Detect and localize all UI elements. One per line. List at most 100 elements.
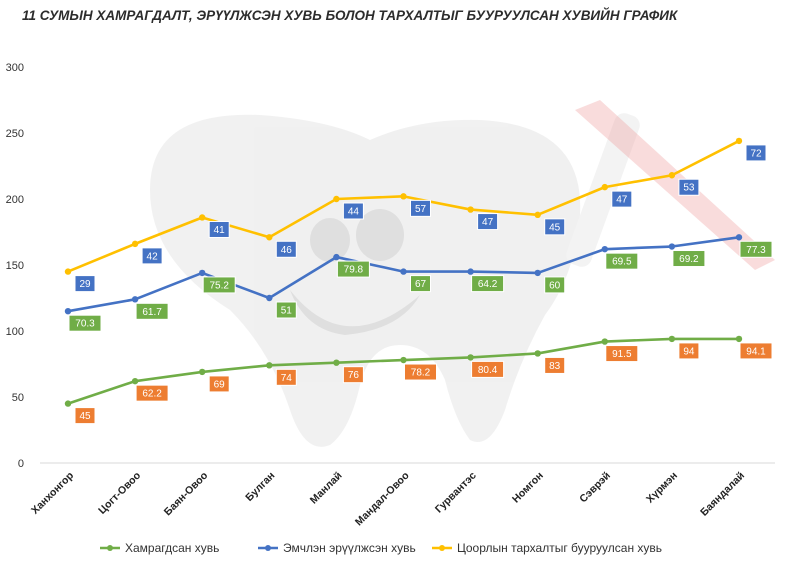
data-label-box: 94.1	[739, 342, 773, 360]
legend-item: Хамрагдсан хувь	[100, 541, 219, 555]
data-point	[668, 335, 676, 343]
data-point	[467, 354, 474, 361]
data-point	[64, 308, 72, 315]
data-point	[333, 359, 340, 366]
data-label-box: 42	[141, 247, 163, 265]
data-label-bg	[135, 302, 169, 320]
data-label-bg	[471, 360, 505, 378]
data-point	[199, 269, 206, 277]
data-point	[735, 137, 743, 145]
data-label-box: 45	[74, 407, 96, 425]
data-label-box: 83	[544, 356, 566, 374]
data-label-bg	[678, 342, 700, 360]
data-label-box: 47	[611, 190, 633, 208]
data-label-bg	[605, 345, 639, 363]
legend-label: Цоорлын тархалтыг бууруулсан хувь	[457, 541, 662, 555]
data-label-bg	[275, 368, 297, 386]
data-point	[199, 214, 206, 221]
data-point	[467, 268, 474, 275]
data-label: 44	[348, 207, 360, 218]
data-label-bg	[342, 202, 364, 220]
data-label: 70.3	[75, 319, 95, 330]
data-label-box: 75.2	[202, 276, 236, 294]
x-category-label: Мандал-Овоо	[353, 470, 412, 529]
data-label-bg	[404, 363, 437, 381]
data-label: 29	[79, 279, 91, 290]
data-label: 72	[750, 148, 762, 159]
data-label: 61.7	[142, 307, 162, 318]
data-point	[266, 294, 273, 302]
data-label-box: 60	[544, 276, 566, 294]
data-label-box: 70.3	[68, 314, 102, 332]
data-label-bg	[342, 366, 364, 384]
data-label: 69.2	[679, 254, 699, 265]
data-point	[64, 400, 72, 407]
data-point	[131, 296, 139, 303]
smile	[290, 290, 420, 335]
x-category-label: Манлай	[308, 470, 345, 507]
data-point	[199, 368, 206, 376]
data-label-bg	[135, 384, 169, 402]
data-point	[266, 362, 273, 369]
x-category-label: Булган	[243, 470, 277, 504]
data-label: 69	[214, 379, 226, 390]
data-point	[131, 240, 139, 248]
data-label-bg	[208, 375, 230, 393]
data-point	[400, 193, 407, 200]
data-label: 80.4	[478, 365, 498, 376]
y-tick-label: 150	[6, 260, 24, 272]
y-axis: 0 50 100 150 200 250 300	[6, 62, 24, 470]
y-tick-label: 50	[12, 392, 24, 404]
data-label-bg	[68, 314, 102, 332]
right-eye	[356, 209, 404, 261]
data-label-box: 69	[208, 375, 230, 393]
data-label-box: 69.5	[605, 252, 639, 270]
data-label: 45	[79, 411, 91, 422]
data-label-box: 62.2	[135, 384, 169, 402]
data-label-bg	[611, 190, 633, 208]
data-label-bg	[672, 250, 706, 268]
data-label: 94.1	[746, 346, 766, 357]
data-label: 42	[147, 251, 159, 262]
data-point	[266, 234, 273, 241]
data-label: 62.2	[142, 389, 162, 400]
data-label-bg	[544, 218, 566, 236]
data-label-box: 77.3	[739, 240, 773, 258]
data-label-bg	[336, 260, 370, 278]
data-label-box: 61.7	[135, 302, 169, 320]
data-label: 76	[348, 370, 360, 381]
data-label-bg	[74, 407, 96, 425]
legend-swatch-marker	[107, 545, 113, 551]
data-label: 77.3	[746, 245, 766, 256]
data-label: 57	[415, 204, 427, 215]
x-category-label: Хүрмэн	[644, 470, 680, 506]
data-point	[668, 172, 676, 179]
legend-label: Эмчлэн эрүүлжсэн хувь	[283, 541, 416, 555]
data-label-box: 57	[410, 199, 431, 217]
data-label: 67	[415, 279, 427, 290]
data-label-box: 76	[342, 366, 364, 384]
data-label: 47	[616, 195, 628, 206]
data-label: 83	[549, 361, 561, 372]
data-label-bg	[471, 275, 505, 293]
data-label-box: 91.5	[605, 345, 639, 363]
data-label-box: 44	[342, 202, 364, 220]
data-point	[601, 183, 608, 191]
y-tick-label: 200	[6, 194, 24, 206]
series-line	[66, 337, 741, 405]
data-label-box: 94	[678, 342, 700, 360]
data-label-bg	[275, 240, 297, 258]
data-label-bg	[202, 276, 236, 294]
data-label: 47	[482, 217, 494, 228]
data-point	[534, 269, 541, 277]
data-label-box: 69.2	[672, 250, 706, 268]
data-point	[601, 338, 608, 345]
data-label: 46	[281, 245, 293, 256]
data-point	[735, 234, 743, 241]
data-point	[333, 253, 340, 261]
data-label-bg	[678, 178, 700, 196]
data-point	[467, 206, 474, 213]
x-category-label: Номгон	[510, 470, 546, 506]
data-label-box: 41	[208, 220, 230, 238]
